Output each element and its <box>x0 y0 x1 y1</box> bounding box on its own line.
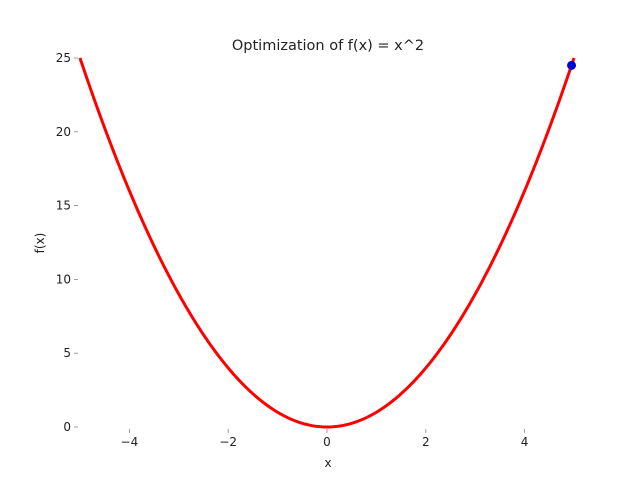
series-line <box>78 57 576 429</box>
plot-points <box>567 60 577 70</box>
x-tick-label: −2 <box>219 435 237 449</box>
x-axis-label: x <box>324 456 331 470</box>
y-tick-label: 15 <box>56 199 71 213</box>
chart-title: Optimization of f(x) = x^2 <box>232 38 424 54</box>
data-point <box>567 60 577 70</box>
x-tick-label: 2 <box>422 435 430 449</box>
x-axis: −4 −2 0 2 4 <box>121 429 529 449</box>
x-tick-label: −4 <box>121 435 139 449</box>
x-tick-label: 0 <box>323 435 331 449</box>
y-tick-label: 20 <box>56 125 71 139</box>
y-tick-label: 10 <box>56 272 71 286</box>
y-tick-label: 0 <box>63 420 71 434</box>
y-axis: 0 5 10 15 20 25 <box>56 51 78 434</box>
x-tick-label: 4 <box>521 435 529 449</box>
y-tick-label: 5 <box>63 346 71 360</box>
plot-series <box>78 57 576 429</box>
y-tick-label: 25 <box>56 51 71 65</box>
y-axis-label: f(x) <box>33 233 47 254</box>
